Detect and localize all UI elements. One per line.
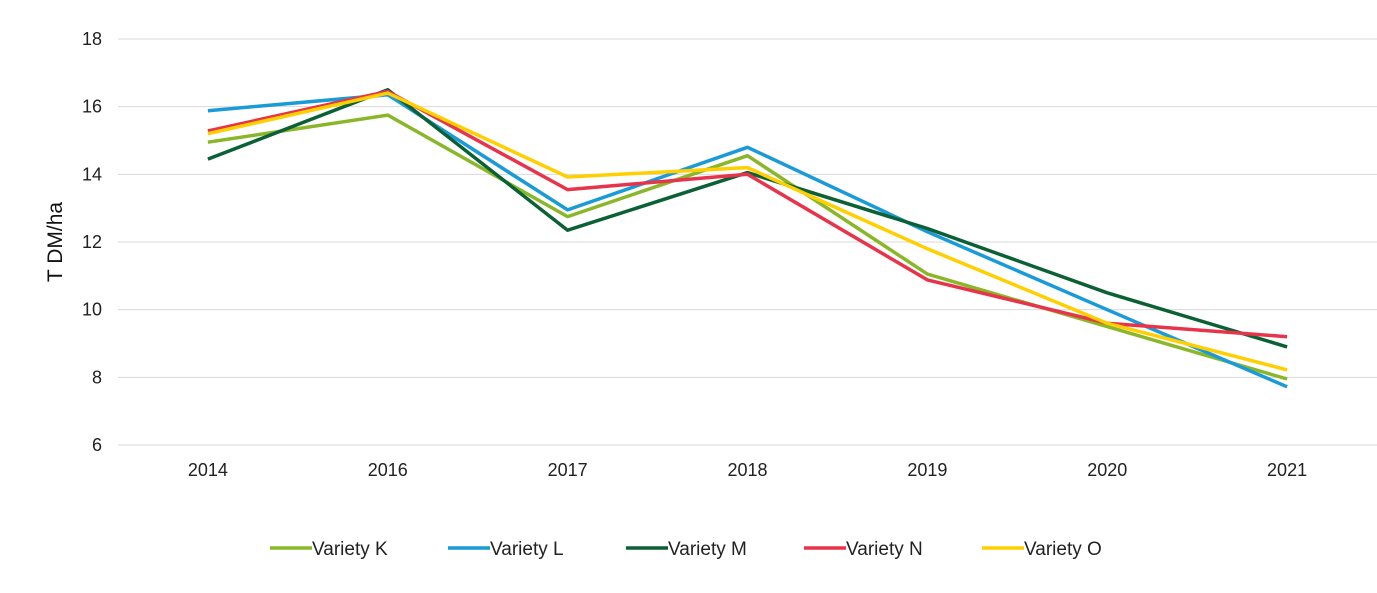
legend-item: Variety L bbox=[448, 539, 564, 560]
legend-label: Variety N bbox=[846, 539, 923, 560]
y-tick-label: 8 bbox=[92, 367, 102, 387]
legend-label: Variety O bbox=[1024, 539, 1102, 560]
series-line-variety-m bbox=[207, 88, 1288, 349]
x-tick-label: 2016 bbox=[368, 460, 408, 480]
legend-item: Variety O bbox=[982, 539, 1102, 560]
y-tick-label: 12 bbox=[82, 232, 102, 252]
legend-item: Variety K bbox=[270, 539, 388, 560]
x-tick-label: 2019 bbox=[907, 460, 947, 480]
legend-label: Variety M bbox=[668, 539, 747, 560]
y-tick-label: 18 bbox=[82, 29, 102, 49]
legend-label: Variety K bbox=[312, 539, 388, 560]
legend-item: Variety N bbox=[804, 539, 923, 560]
y-tick-label: 14 bbox=[82, 164, 102, 184]
x-tick-label: 2020 bbox=[1087, 460, 1127, 480]
y-tick-label: 10 bbox=[82, 300, 102, 320]
x-tick-label: 2017 bbox=[548, 460, 588, 480]
legend: Variety K Variety L Variety M Variety N Vari… bbox=[270, 539, 1102, 560]
series-line-variety-o bbox=[207, 91, 1288, 372]
y-axis-ticks: 6 8 10 12 14 16 18 bbox=[82, 29, 102, 455]
legend-label: Variety L bbox=[490, 539, 564, 560]
series-lines bbox=[207, 88, 1288, 389]
gridlines bbox=[118, 38, 1377, 446]
y-tick-label: 6 bbox=[92, 435, 102, 455]
x-axis-ticks: 2014 2016 2017 2018 2019 2020 2021 bbox=[188, 460, 1307, 480]
legend-item: Variety M bbox=[626, 539, 747, 560]
x-tick-label: 2018 bbox=[727, 460, 767, 480]
y-axis-title: T DM/ha bbox=[44, 202, 67, 282]
y-tick-label: 16 bbox=[82, 97, 102, 117]
series-line-variety-k bbox=[207, 113, 1288, 381]
series-line-variety-l bbox=[207, 93, 1288, 389]
x-tick-label: 2014 bbox=[188, 460, 228, 480]
x-tick-label: 2021 bbox=[1267, 460, 1307, 480]
